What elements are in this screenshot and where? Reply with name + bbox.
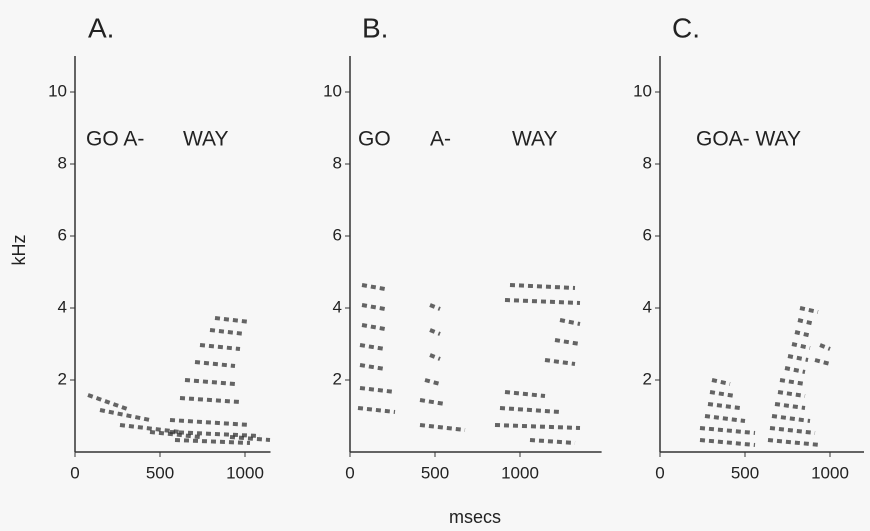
annotation: WAY: [512, 128, 558, 151]
y-tick-label: 6: [643, 225, 652, 244]
y-tick-label: 8: [58, 153, 67, 172]
panel-title: C.: [672, 12, 700, 43]
spectral-band: [799, 306, 819, 314]
panel-title: B.: [362, 12, 388, 43]
spectral-band: [361, 283, 386, 291]
y-tick-label: 8: [333, 153, 342, 172]
y-tick-label: 4: [333, 297, 342, 316]
spectral-band: [361, 303, 386, 311]
spectral-band: [704, 414, 746, 423]
x-tick-label: 1000: [226, 463, 264, 482]
y-tick-label: 2: [643, 369, 652, 388]
x-tick-label: 0: [655, 463, 664, 482]
spectral-band: [429, 353, 441, 361]
spectral-band: [174, 438, 251, 445]
spectral-band: [359, 363, 386, 371]
spectral-band: [797, 318, 816, 326]
spectral-band: [87, 393, 131, 412]
annotation: GO A-: [86, 128, 144, 151]
spectral-band: [771, 414, 811, 423]
spectral-band: [819, 343, 831, 351]
x-axis-label: msecs: [449, 507, 501, 527]
panel-title: A.: [88, 12, 114, 43]
spectral-band: [791, 342, 811, 350]
spectral-band: [779, 378, 806, 386]
spectral-band: [229, 435, 271, 442]
y-tick-label: 2: [58, 369, 67, 388]
x-tick-label: 1000: [501, 463, 539, 482]
x-tick-label: 500: [421, 463, 449, 482]
spectral-band: [529, 438, 576, 445]
annotation: A-: [430, 128, 451, 151]
y-tick-label: 6: [58, 225, 67, 244]
spectral-band: [554, 338, 581, 346]
y-tick-label: 4: [58, 297, 67, 316]
y-tick-label: 8: [643, 153, 652, 172]
spectral-band: [504, 298, 581, 305]
spectral-band: [359, 386, 396, 394]
spectral-band: [499, 406, 561, 414]
y-tick-label: 10: [323, 81, 342, 100]
y-tick-label: 2: [333, 369, 342, 388]
x-tick-label: 500: [731, 463, 759, 482]
spectral-band: [419, 423, 466, 432]
spectral-band: [194, 360, 236, 368]
spectral-band: [814, 358, 831, 366]
y-tick-label: 10: [633, 81, 652, 100]
spectral-band: [794, 330, 813, 338]
x-tick-label: 0: [345, 463, 354, 482]
spectral-band: [361, 323, 386, 331]
spectral-band: [784, 366, 806, 374]
annotation: GOA- WAY: [696, 128, 801, 151]
y-tick-label: 10: [48, 81, 67, 100]
spectral-band: [769, 426, 816, 435]
spectral-band: [359, 343, 386, 351]
spectral-band: [357, 406, 396, 414]
x-tick-label: 500: [146, 463, 174, 482]
x-tick-label: 0: [70, 463, 79, 482]
spectral-band: [699, 426, 756, 435]
spectral-band: [199, 343, 241, 351]
x-tick-label: 1000: [811, 463, 849, 482]
spectral-band: [429, 328, 441, 336]
spectral-band: [119, 423, 181, 434]
spectral-band: [209, 328, 246, 336]
spectral-band: [709, 390, 736, 398]
spectral-band: [504, 390, 546, 398]
y-tick-label: 4: [643, 297, 652, 316]
spectral-band: [429, 303, 441, 311]
spectral-band: [214, 316, 251, 324]
spectral-band: [711, 378, 731, 386]
spectral-band: [419, 398, 446, 406]
annotation: WAY: [183, 128, 229, 151]
spectral-band: [179, 396, 241, 404]
y-tick-label: 6: [333, 225, 342, 244]
spectral-band: [424, 378, 441, 386]
spectral-band: [699, 438, 756, 447]
spectral-band: [169, 418, 251, 427]
spectral-band: [169, 430, 261, 438]
annotation: GO: [358, 128, 391, 151]
spectral-band: [777, 390, 806, 398]
spectral-band: [787, 354, 809, 362]
spectral-band: [509, 283, 576, 290]
spectral-band: [559, 318, 581, 326]
y-axis-label: kHz: [9, 235, 29, 266]
